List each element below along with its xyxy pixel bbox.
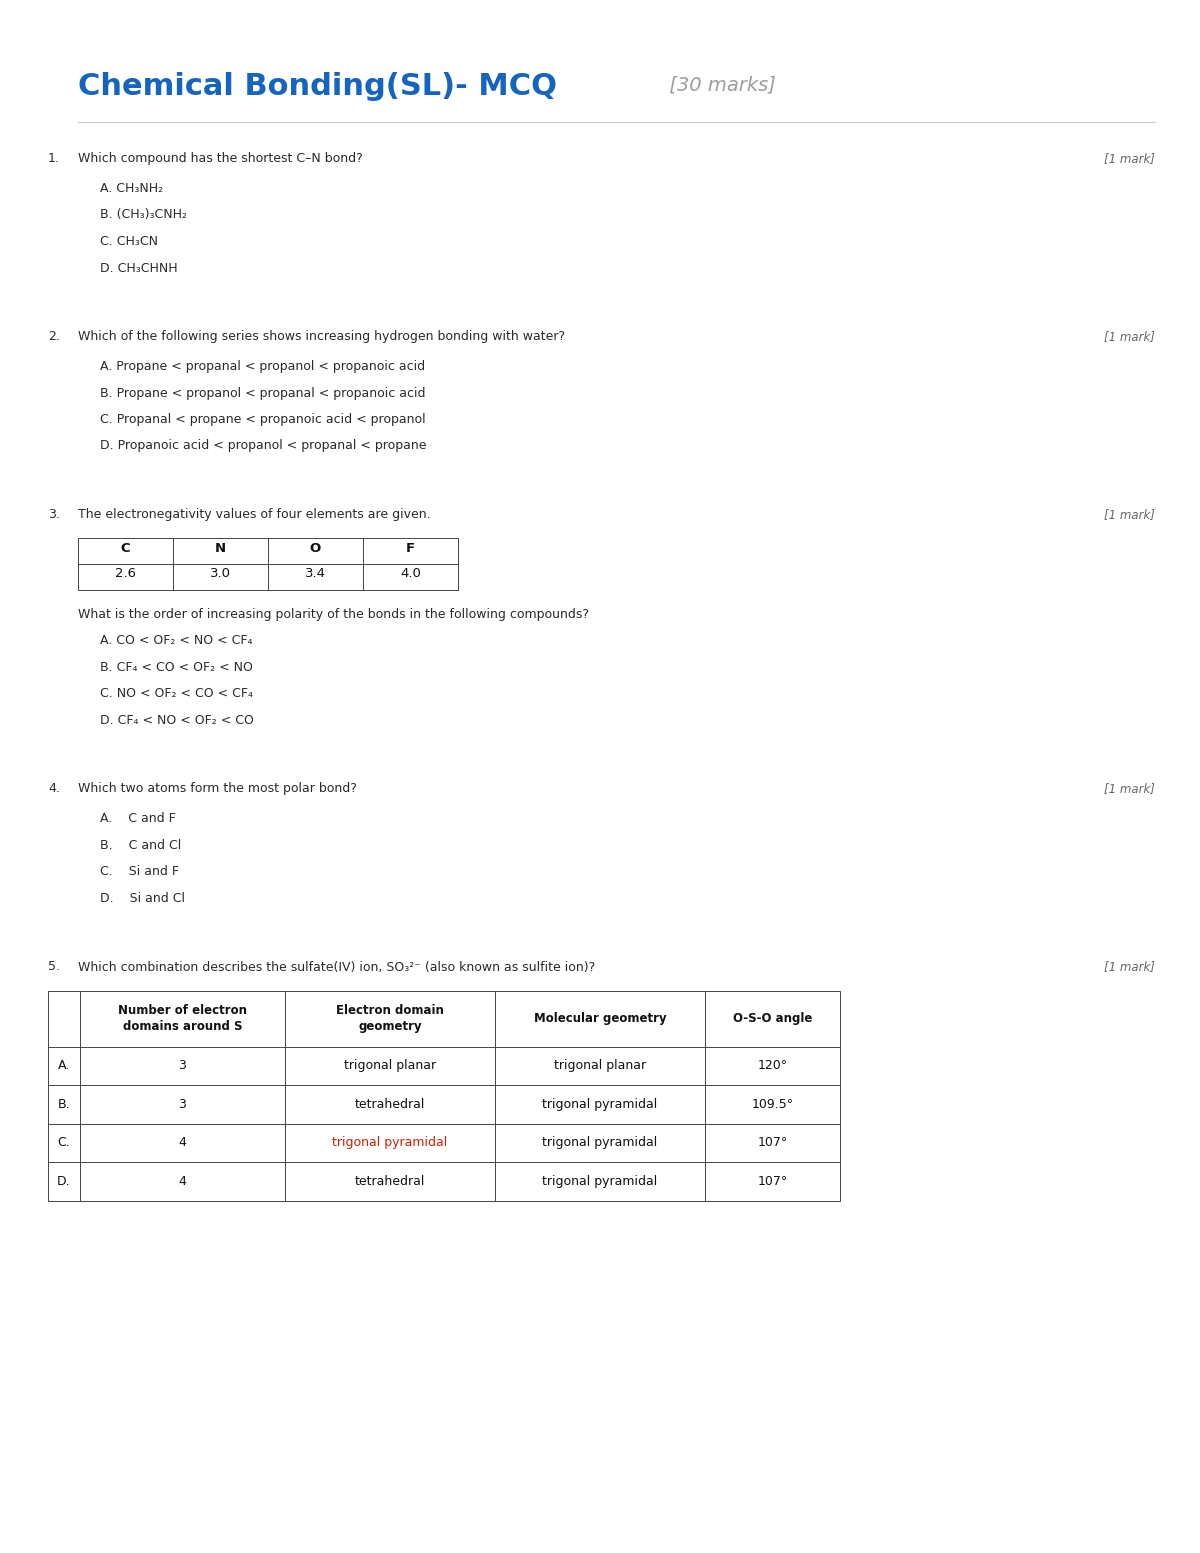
Text: trigonal planar: trigonal planar [554,1059,646,1072]
Text: F: F [406,542,415,554]
Text: 120°: 120° [757,1059,787,1072]
Text: [1 mark]: [1 mark] [1104,329,1154,343]
Text: D.: D. [58,1174,71,1188]
Text: 4: 4 [179,1137,186,1149]
Text: 107°: 107° [757,1137,787,1149]
Text: O-S-O angle: O-S-O angle [733,1013,812,1025]
Text: What is the order of increasing polarity of the bonds in the following compounds: What is the order of increasing polarity… [78,609,589,621]
Text: [30 marks]: [30 marks] [662,76,776,95]
Text: tetrahedral: tetrahedral [355,1098,425,1110]
Text: 109.5°: 109.5° [751,1098,793,1110]
Text: O: O [310,542,322,554]
Text: 5.: 5. [48,960,60,974]
Text: C: C [121,542,131,554]
Text: trigonal pyramidal: trigonal pyramidal [332,1137,448,1149]
Text: tetrahedral: tetrahedral [355,1174,425,1188]
Text: B. CF₄ < CO < OF₂ < NO: B. CF₄ < CO < OF₂ < NO [100,662,253,674]
Text: D. CF₄ < NO < OF₂ < CO: D. CF₄ < NO < OF₂ < CO [100,714,254,727]
Text: B. (CH₃)₃CNH₂: B. (CH₃)₃CNH₂ [100,208,187,222]
Text: A. Propane < propanal < propanol < propanoic acid: A. Propane < propanal < propanol < propa… [100,360,425,373]
Text: 3.0: 3.0 [210,567,230,579]
Text: trigonal pyramidal: trigonal pyramidal [542,1098,658,1110]
Text: C.    Si and F: C. Si and F [100,865,179,879]
Text: Which combination describes the sulfate(IV) ion, SO₃²⁻ (also known as sulfite io: Which combination describes the sulfate(… [78,960,595,974]
Text: [1 mark]: [1 mark] [1104,960,1154,974]
Text: [1 mark]: [1 mark] [1104,783,1154,795]
Text: Electron domain
geometry: Electron domain geometry [336,1005,444,1033]
Text: 1.: 1. [48,152,60,165]
Text: trigonal pyramidal: trigonal pyramidal [542,1174,658,1188]
Text: B.    C and Cl: B. C and Cl [100,839,181,853]
Text: Which two atoms form the most polar bond?: Which two atoms form the most polar bond… [78,783,356,795]
Text: Chemical Bonding(SL)- MCQ: Chemical Bonding(SL)- MCQ [78,71,557,101]
Text: trigonal planar: trigonal planar [344,1059,436,1072]
Text: 2.: 2. [48,329,60,343]
Text: 3: 3 [179,1098,186,1110]
Text: C. Propanal < propane < propanoic acid < propanol: C. Propanal < propane < propanoic acid <… [100,413,426,426]
Text: D. CH₃CHNH: D. CH₃CHNH [100,261,178,275]
Text: Which of the following series shows increasing hydrogen bonding with water?: Which of the following series shows incr… [78,329,565,343]
Text: 4.: 4. [48,783,60,795]
Text: B.: B. [58,1098,71,1110]
Text: Molecular geometry: Molecular geometry [534,1013,666,1025]
Bar [78,537,458,590]
Text: 3.: 3. [48,508,60,520]
Text: 3: 3 [179,1059,186,1072]
Text: [1 mark]: [1 mark] [1104,508,1154,520]
Text: 107°: 107° [757,1174,787,1188]
Text: A. CO < OF₂ < NO < CF₄: A. CO < OF₂ < NO < CF₄ [100,635,252,648]
Text: 2.6: 2.6 [115,567,136,579]
Text: The electronegativity values of four elements are given.: The electronegativity values of four ele… [78,508,431,520]
Text: trigonal pyramidal: trigonal pyramidal [542,1137,658,1149]
Text: N: N [215,542,226,554]
Text: D. Propanoic acid < propanol < propanal < propane: D. Propanoic acid < propanol < propanal … [100,439,426,452]
Text: Number of electron
domains around S: Number of electron domains around S [118,1005,247,1033]
Text: C. CH₃CN: C. CH₃CN [100,235,158,248]
Text: C. NO < OF₂ < CO < CF₄: C. NO < OF₂ < CO < CF₄ [100,688,253,700]
Text: 3.4: 3.4 [305,567,326,579]
Text: 4: 4 [179,1174,186,1188]
Text: D.    Si and Cl: D. Si and Cl [100,891,185,905]
Text: Which compound has the shortest C–N bond?: Which compound has the shortest C–N bond… [78,152,362,165]
Bar [48,991,840,1200]
Text: A. CH₃NH₂: A. CH₃NH₂ [100,182,163,196]
Text: 4.0: 4.0 [400,567,421,579]
Text: B. Propane < propanol < propanal < propanoic acid: B. Propane < propanol < propanal < propa… [100,387,426,399]
Text: A.    C and F: A. C and F [100,812,175,826]
Text: A.: A. [58,1059,70,1072]
Text: C.: C. [58,1137,71,1149]
Text: [1 mark]: [1 mark] [1104,152,1154,165]
